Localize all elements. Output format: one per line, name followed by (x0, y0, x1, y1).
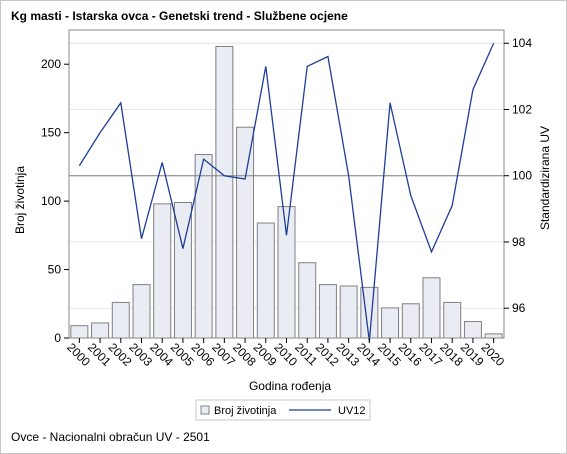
bar-2008 (236, 126, 255, 339)
bar-2015 (381, 307, 400, 339)
y-tick-label: 0 (54, 331, 61, 345)
x-tick-label: 2000 (64, 340, 93, 369)
y2-tick-label: 100 (512, 169, 532, 183)
bar-2016 (401, 303, 420, 339)
bar-2017 (422, 277, 441, 339)
footnote: Ovce - Nacionalni obračun UV - 2501 (11, 430, 210, 444)
y-tick-label: 200 (41, 57, 61, 71)
y-tick-label: 100 (41, 194, 61, 208)
legend-swatch-bar (200, 405, 210, 415)
bar-2011 (298, 262, 317, 339)
bar-2020 (484, 333, 503, 339)
bar-2013 (339, 285, 358, 339)
x-axis-label: Godina rođenja (249, 379, 331, 393)
bar-2010 (277, 206, 296, 339)
y2-tick-label: 104 (512, 36, 532, 50)
bar-2009 (256, 222, 275, 339)
bar-2007 (215, 45, 234, 339)
legend-label-bars: Broj životinja (214, 405, 277, 417)
y-axis-label: Broj životinja (13, 166, 27, 234)
bar-2001 (91, 322, 110, 339)
chart-title: Kg masti - Istarska ovca - Genetski tren… (11, 9, 348, 23)
legend: Broj životinja UV12 (195, 399, 371, 421)
bar-2018 (443, 301, 462, 339)
y2-tick-label: 102 (512, 102, 532, 116)
legend-label-line: UV12 (338, 405, 366, 417)
y2-tick-label: 98 (512, 235, 526, 249)
bar-2003 (132, 284, 151, 339)
bar-2002 (111, 301, 130, 339)
y-tick-label: 150 (41, 126, 61, 140)
bar-2012 (318, 284, 337, 339)
y2-axis-label: Standardizirana UV (538, 126, 552, 230)
y2-tick-label: 96 (512, 301, 526, 315)
bar-2004 (153, 203, 172, 339)
bar-2019 (463, 321, 482, 339)
bar-2000 (70, 325, 89, 339)
y-tick-label: 50 (48, 263, 62, 277)
